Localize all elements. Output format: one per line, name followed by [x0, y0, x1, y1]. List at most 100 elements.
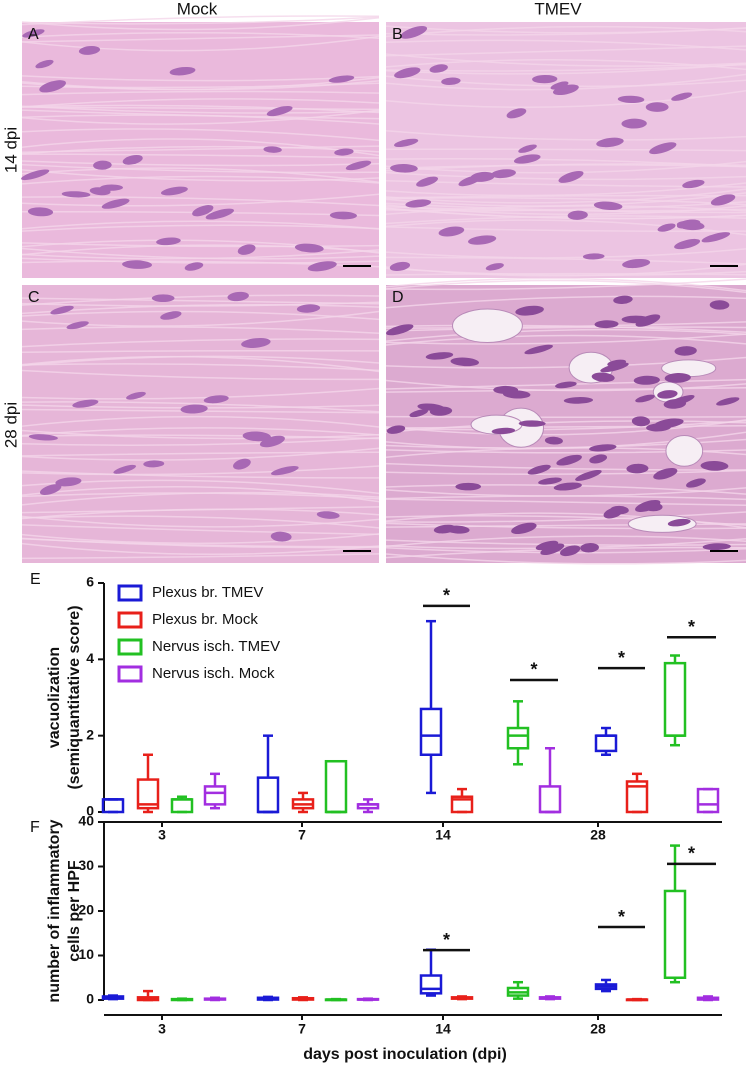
nucleus — [27, 207, 54, 217]
significance-label: * — [688, 617, 695, 637]
fiber — [21, 224, 380, 232]
fiber — [385, 469, 746, 475]
micrograph: D — [385, 277, 746, 565]
box — [419, 707, 443, 757]
fiber — [385, 263, 746, 277]
fiber — [385, 53, 746, 67]
nucleus — [589, 444, 617, 452]
nucleus — [294, 243, 324, 253]
nucleus — [458, 175, 483, 187]
fiber — [21, 196, 380, 207]
column-label: Mock — [177, 0, 218, 18]
y-tick-label: 4 — [86, 650, 94, 666]
x-tick-label: 28 — [590, 827, 606, 843]
fiber — [21, 249, 380, 260]
nucleus — [622, 258, 651, 269]
fiber — [21, 90, 380, 96]
fiber — [21, 193, 380, 207]
nucleus — [654, 418, 684, 429]
nucleus — [580, 543, 599, 553]
vacuole — [665, 435, 704, 467]
nucleus — [518, 144, 537, 153]
fiber — [385, 334, 746, 346]
micrograph: A — [21, 15, 380, 278]
box — [170, 798, 194, 814]
fiber — [385, 248, 746, 259]
fiber — [21, 153, 380, 159]
fiber — [385, 379, 746, 392]
nucleus — [540, 543, 565, 556]
x-tick-label: 7 — [298, 1021, 306, 1037]
fiber — [21, 138, 380, 157]
fiber — [21, 297, 380, 305]
x-tick-label: 14 — [435, 827, 451, 843]
nucleus — [93, 160, 112, 170]
nucleus — [425, 352, 454, 360]
row-label: 14 dpi — [1, 127, 20, 173]
fiber — [21, 363, 380, 372]
nucleus — [555, 381, 577, 389]
nucleus — [716, 397, 740, 406]
fiber — [21, 105, 380, 114]
nucleus — [556, 454, 582, 466]
nucleus — [316, 511, 340, 519]
fiber — [21, 553, 380, 560]
nucleus — [593, 201, 623, 211]
nucleus — [203, 395, 229, 404]
nucleus — [621, 118, 647, 129]
fiber — [385, 328, 746, 342]
fiber — [385, 522, 746, 530]
nucleus — [21, 169, 50, 181]
nucleus — [122, 260, 153, 269]
nucleus — [328, 75, 355, 83]
nucleus — [394, 67, 421, 79]
nucleus — [122, 154, 143, 165]
fiber — [385, 226, 746, 233]
nucleus — [709, 300, 730, 310]
nucleus — [89, 187, 111, 196]
fiber — [385, 130, 746, 141]
nucleus — [538, 477, 562, 485]
nucleus — [101, 198, 130, 209]
micrograph: B — [385, 22, 746, 278]
fiber — [385, 256, 746, 265]
nucleus — [657, 223, 676, 232]
nucleus — [78, 46, 101, 55]
nucleus — [429, 64, 448, 73]
significance-label: * — [443, 586, 450, 606]
fiber — [21, 16, 380, 25]
y-axis-label: cells per HPF — [66, 860, 83, 962]
nucleus — [649, 142, 677, 155]
nucleus — [589, 454, 608, 464]
y-tick-label: 0 — [86, 991, 94, 1007]
fiber — [21, 542, 380, 555]
fiber — [385, 148, 746, 152]
significance-label: * — [688, 844, 695, 864]
fiber — [385, 511, 746, 523]
fiber — [21, 128, 380, 142]
nucleus — [527, 464, 551, 475]
fiber — [385, 27, 746, 36]
legend-label: Nervus isch. Mock — [152, 665, 275, 682]
fiber — [21, 106, 380, 111]
fiber — [21, 369, 380, 381]
x-tick-label: 3 — [158, 827, 166, 843]
fiber — [21, 175, 380, 185]
nucleus — [603, 507, 623, 519]
nucleus — [400, 25, 428, 39]
fiber — [21, 436, 380, 446]
box — [450, 795, 474, 814]
nucleus — [626, 463, 649, 474]
nucleus — [552, 84, 579, 96]
panel-letter: D — [392, 289, 404, 306]
box — [101, 798, 125, 814]
nucleus — [506, 108, 527, 119]
micrographs: A B C D — [21, 15, 746, 565]
nucleus — [700, 461, 729, 471]
nucleus — [205, 208, 235, 220]
nucleus — [645, 102, 669, 112]
y-tick-label: 20 — [78, 902, 94, 918]
nucleus — [259, 435, 285, 448]
box — [324, 759, 348, 814]
fiber — [385, 188, 746, 204]
